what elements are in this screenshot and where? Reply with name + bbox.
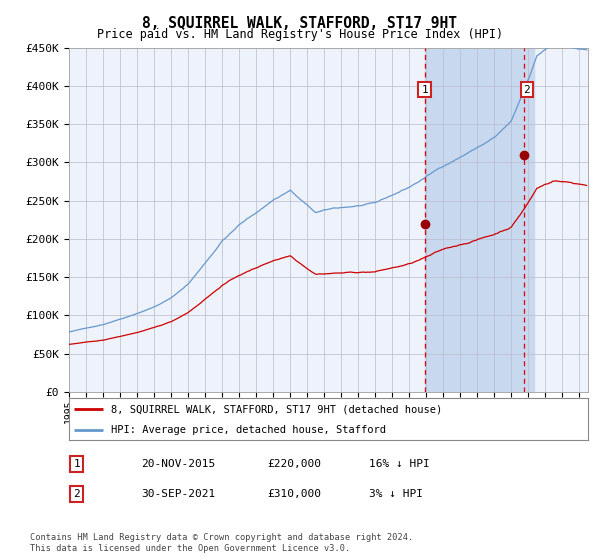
Text: Price paid vs. HM Land Registry's House Price Index (HPI): Price paid vs. HM Land Registry's House …	[97, 28, 503, 41]
Text: £220,000: £220,000	[267, 459, 321, 469]
Text: 16% ↓ HPI: 16% ↓ HPI	[369, 459, 430, 469]
Text: 8, SQUIRREL WALK, STAFFORD, ST17 9HT (detached house): 8, SQUIRREL WALK, STAFFORD, ST17 9HT (de…	[110, 404, 442, 414]
Text: 3% ↓ HPI: 3% ↓ HPI	[369, 489, 423, 499]
Text: 2: 2	[523, 85, 530, 95]
Text: Contains HM Land Registry data © Crown copyright and database right 2024.
This d: Contains HM Land Registry data © Crown c…	[30, 533, 413, 553]
Text: 1: 1	[73, 459, 80, 469]
Text: 20-NOV-2015: 20-NOV-2015	[141, 459, 215, 469]
Text: HPI: Average price, detached house, Stafford: HPI: Average price, detached house, Staf…	[110, 425, 386, 435]
Text: 8, SQUIRREL WALK, STAFFORD, ST17 9HT: 8, SQUIRREL WALK, STAFFORD, ST17 9HT	[143, 16, 458, 31]
Text: 1: 1	[421, 85, 428, 95]
Text: 30-SEP-2021: 30-SEP-2021	[141, 489, 215, 499]
Text: 2: 2	[73, 489, 80, 499]
Text: £310,000: £310,000	[267, 489, 321, 499]
Bar	[425, 48, 535, 392]
